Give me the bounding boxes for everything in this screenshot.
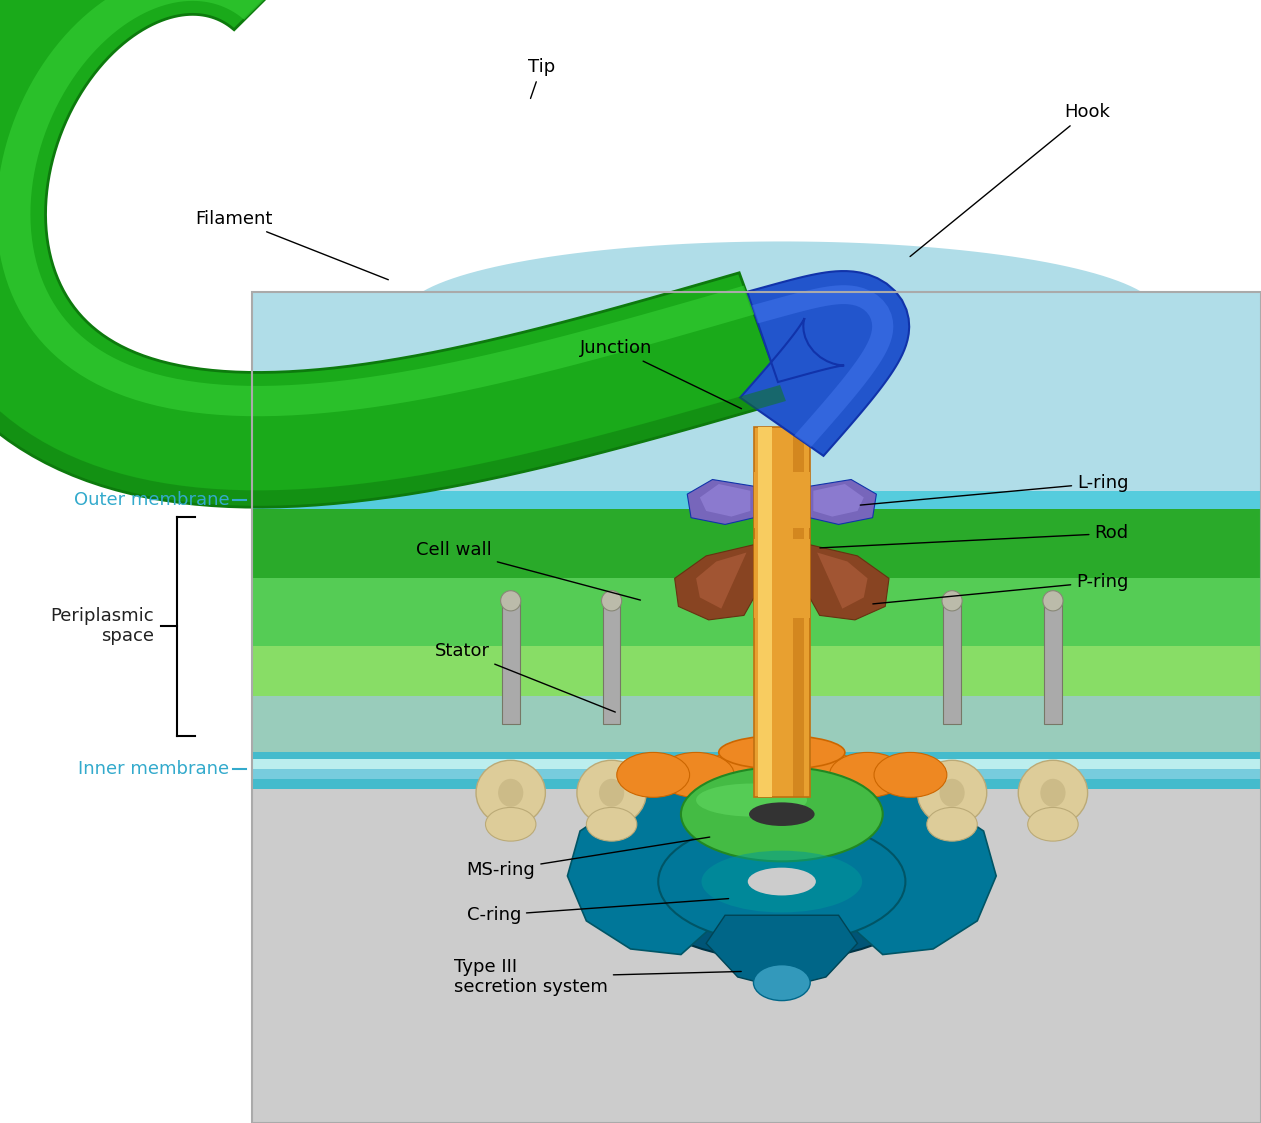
Ellipse shape <box>942 591 962 611</box>
Ellipse shape <box>784 752 865 797</box>
Text: L-ring: L-ring <box>860 474 1129 505</box>
Bar <box>1044 601 1062 724</box>
Ellipse shape <box>748 868 816 895</box>
Text: Rod: Rod <box>820 524 1129 548</box>
Bar <box>252 292 1261 1123</box>
Ellipse shape <box>578 760 647 825</box>
Bar <box>502 601 520 724</box>
Ellipse shape <box>939 779 965 807</box>
Polygon shape <box>252 292 1261 500</box>
Ellipse shape <box>1019 760 1088 825</box>
Bar <box>754 427 810 797</box>
Ellipse shape <box>617 752 690 797</box>
Polygon shape <box>696 553 747 609</box>
Text: C-ring: C-ring <box>467 898 729 924</box>
Polygon shape <box>252 769 1261 786</box>
Polygon shape <box>752 285 893 447</box>
Ellipse shape <box>754 965 811 1001</box>
Polygon shape <box>567 780 725 955</box>
Ellipse shape <box>830 752 905 797</box>
Ellipse shape <box>1040 779 1066 807</box>
Bar <box>758 472 772 528</box>
Polygon shape <box>0 0 754 417</box>
Polygon shape <box>700 484 750 517</box>
Ellipse shape <box>1043 591 1063 611</box>
Ellipse shape <box>699 752 779 797</box>
Polygon shape <box>252 646 1261 752</box>
Polygon shape <box>0 0 786 508</box>
Ellipse shape <box>599 779 624 807</box>
Ellipse shape <box>485 807 536 841</box>
Ellipse shape <box>701 851 863 912</box>
Ellipse shape <box>658 752 734 797</box>
Bar <box>793 427 805 797</box>
Polygon shape <box>687 480 754 524</box>
Text: P-ring: P-ring <box>873 573 1129 604</box>
Text: Tip: Tip <box>527 58 555 99</box>
Bar <box>758 539 772 618</box>
Bar <box>758 427 772 797</box>
Ellipse shape <box>501 591 521 611</box>
Polygon shape <box>817 553 868 609</box>
Ellipse shape <box>498 779 523 807</box>
Bar <box>252 491 1261 509</box>
Bar <box>603 601 620 724</box>
Bar <box>252 752 1261 759</box>
Ellipse shape <box>477 760 546 825</box>
Polygon shape <box>810 545 889 620</box>
Ellipse shape <box>927 807 977 841</box>
Bar <box>754 539 810 618</box>
Text: Inner membrane: Inner membrane <box>78 760 230 778</box>
Text: Filament: Filament <box>195 210 388 280</box>
Polygon shape <box>252 696 1261 752</box>
Polygon shape <box>813 484 864 517</box>
Polygon shape <box>675 545 754 620</box>
Ellipse shape <box>658 820 905 943</box>
Text: Outer membrane: Outer membrane <box>74 491 230 509</box>
Bar <box>252 779 1261 789</box>
Ellipse shape <box>719 736 845 769</box>
Polygon shape <box>0 0 786 508</box>
Text: Junction: Junction <box>580 339 741 409</box>
Ellipse shape <box>696 784 807 816</box>
Text: Stator: Stator <box>435 642 615 712</box>
Text: Hook: Hook <box>910 103 1110 256</box>
Ellipse shape <box>917 760 986 825</box>
Text: Periplasmic
space: Periplasmic space <box>50 606 154 646</box>
Text: Cell wall: Cell wall <box>416 541 641 600</box>
Ellipse shape <box>586 807 637 841</box>
Polygon shape <box>252 752 1261 769</box>
Polygon shape <box>252 786 1261 1123</box>
Bar <box>754 472 810 528</box>
Text: Type III
secretion system: Type III secretion system <box>454 958 741 996</box>
Ellipse shape <box>874 752 947 797</box>
Polygon shape <box>252 241 1261 314</box>
Polygon shape <box>252 500 1261 578</box>
Polygon shape <box>810 480 876 524</box>
Ellipse shape <box>681 767 883 861</box>
Polygon shape <box>252 578 1261 646</box>
Ellipse shape <box>1028 807 1078 841</box>
Text: MS-ring: MS-ring <box>467 837 710 879</box>
Polygon shape <box>706 915 857 988</box>
Bar <box>943 601 961 724</box>
Polygon shape <box>839 780 996 955</box>
Ellipse shape <box>749 802 815 825</box>
Ellipse shape <box>601 591 622 611</box>
Polygon shape <box>740 271 909 456</box>
Ellipse shape <box>627 803 937 960</box>
